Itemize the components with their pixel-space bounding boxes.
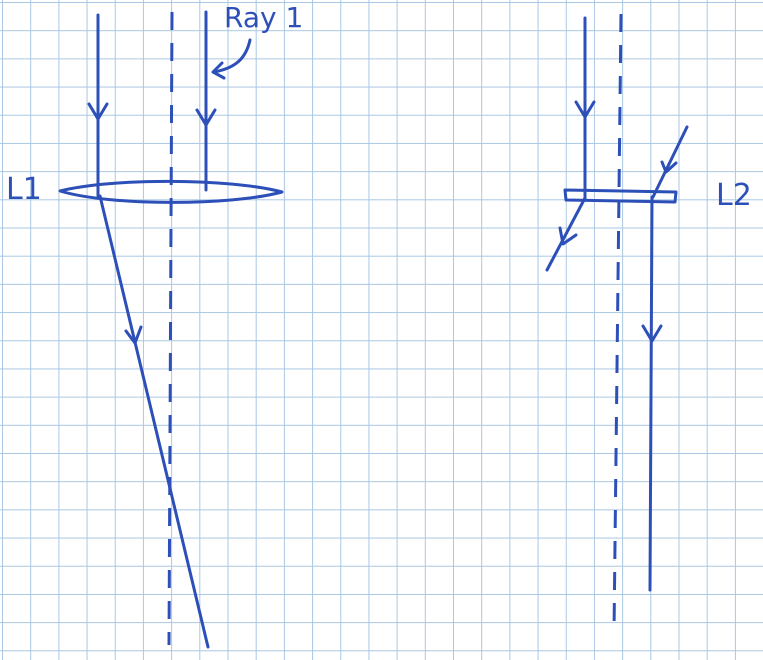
oblique-ray-l2 <box>651 125 689 199</box>
arrow-oblique-l2 <box>660 160 678 174</box>
diverging-ray-l2 <box>545 196 587 272</box>
refracted-ray-l1 <box>98 194 210 649</box>
lens-l1 <box>58 179 284 204</box>
ray-1-label: Ray 1 <box>224 1 304 34</box>
ray-1-pointer <box>212 38 252 74</box>
optical-axis-1 <box>167 11 174 646</box>
arrow-incoming-left <box>87 102 109 121</box>
emerging-ray-l2 <box>648 195 654 592</box>
lens-l2 <box>563 188 678 204</box>
arrow-incoming-right <box>574 100 596 119</box>
lens-l2-label: L2 <box>716 178 752 213</box>
arrow-refracted-l1 <box>124 325 143 345</box>
lens-l1-label: L1 <box>6 172 42 207</box>
arrow-ray-1 <box>195 108 217 127</box>
ray-1-pointer-head <box>211 61 226 80</box>
arrow-diverging-l2 <box>558 226 578 246</box>
arrow-emerging-l2 <box>641 324 663 343</box>
optical-axis-2 <box>612 13 623 634</box>
